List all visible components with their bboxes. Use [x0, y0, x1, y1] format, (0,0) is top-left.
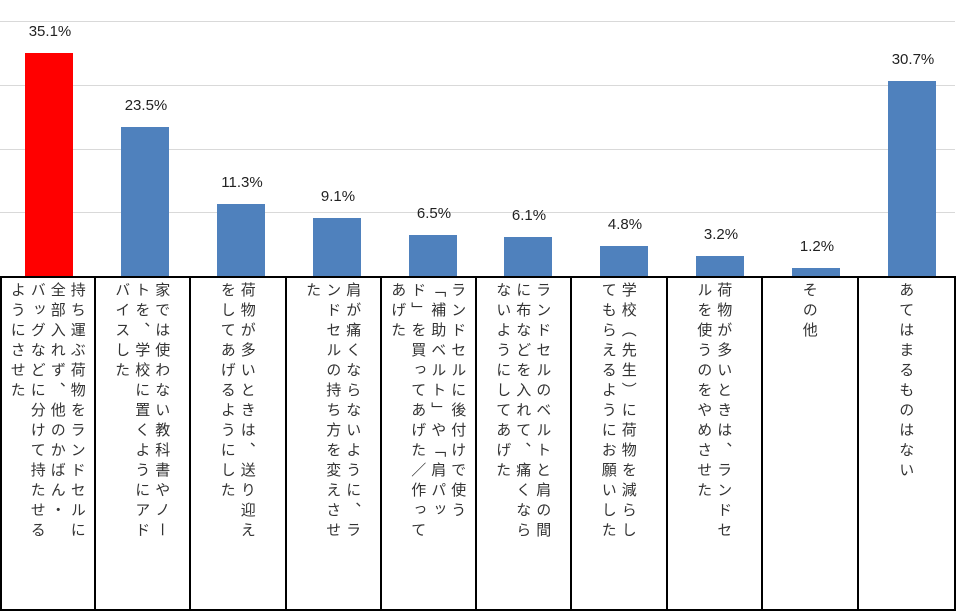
category-label: 学校（先生）に荷物を減らし てもらえるようにお願いした	[599, 282, 638, 542]
category-label: その他	[800, 282, 819, 342]
category-label: 家では使わない教科書やノー トを、学校に置くようにアド バイスした	[113, 282, 172, 542]
category-label: ランドセルのベルトと肩の間 に布などを入れて、痛くなら ないようにしてあげた	[494, 282, 553, 542]
gridline-30	[0, 85, 955, 86]
bar	[217, 204, 265, 276]
bar	[313, 218, 361, 276]
data-label: 6.5%	[416, 205, 452, 222]
bar	[121, 127, 169, 276]
data-label: 3.2%	[703, 226, 739, 243]
bar	[25, 53, 73, 276]
category-label: 荷物が多いときは、ランドセ ルを使うのをやめさせた	[695, 282, 734, 542]
bar	[696, 256, 744, 276]
data-label: 35.1%	[28, 23, 72, 40]
bar	[504, 237, 552, 276]
category-cell: 荷物が多いときは、ランドセ ルを使うのをやめさせた	[668, 278, 764, 609]
data-label: 1.2%	[799, 238, 835, 255]
category-label: ランドセルに後付けで使う 「補助ベルト」や「肩パッ ド」を買ってあげた／作って …	[389, 282, 468, 542]
category-cell: 持ち運ぶ荷物をランドセルに 全部入れず、他のかばん・ バッグなどに分けて持たせる…	[2, 278, 96, 609]
bar-chart: 35.1% 23.5% 11.3% 9.1% 6.5% 6.1% 4.8% 3.2% 1.2% 3…	[0, 0, 960, 277]
bar	[792, 268, 840, 276]
data-label: 4.8%	[607, 216, 643, 233]
category-cell: 肩が痛くならないように、ラ ンドセルの持ち方を変えさせ た	[287, 278, 383, 609]
category-cell: その他	[763, 278, 859, 609]
category-cell: ランドセルのベルトと肩の間 に布などを入れて、痛くなら ないようにしてあげた	[477, 278, 573, 609]
category-label: あてはまるものはない	[897, 282, 916, 482]
category-label: 持ち運ぶ荷物をランドセルに 全部入れず、他のかばん・ バッグなどに分けて持たせる…	[8, 282, 87, 542]
category-label-table: 持ち運ぶ荷物をランドセルに 全部入れず、他のかばん・ バッグなどに分けて持たせる…	[0, 276, 956, 611]
data-label: 6.1%	[511, 207, 547, 224]
category-cell: 荷物が多いときは、送り迎え をしてあげるようにした	[191, 278, 287, 609]
category-cell: 学校（先生）に荷物を減らし てもらえるようにお願いした	[572, 278, 668, 609]
data-label: 9.1%	[320, 188, 356, 205]
data-label: 23.5%	[124, 97, 168, 114]
gridline-40	[0, 21, 955, 22]
bar	[600, 246, 648, 276]
category-cell: ランドセルに後付けで使う 「補助ベルト」や「肩パッ ド」を買ってあげた／作って …	[382, 278, 477, 609]
category-label: 荷物が多いときは、送り迎え をしてあげるようにした	[218, 282, 257, 542]
category-cell: 家では使わない教科書やノー トを、学校に置くようにアド バイスした	[96, 278, 192, 609]
bar	[408, 235, 457, 276]
gridline-20	[0, 149, 955, 150]
gridline-10	[0, 212, 955, 213]
category-label: 肩が痛くならないように、ラ ンドセルの持ち方を変えさせ た	[304, 282, 363, 542]
data-label: 11.3%	[221, 174, 263, 191]
data-label: 30.7%	[891, 51, 935, 68]
category-cell: あてはまるものはない	[859, 278, 954, 609]
bar	[888, 81, 936, 276]
